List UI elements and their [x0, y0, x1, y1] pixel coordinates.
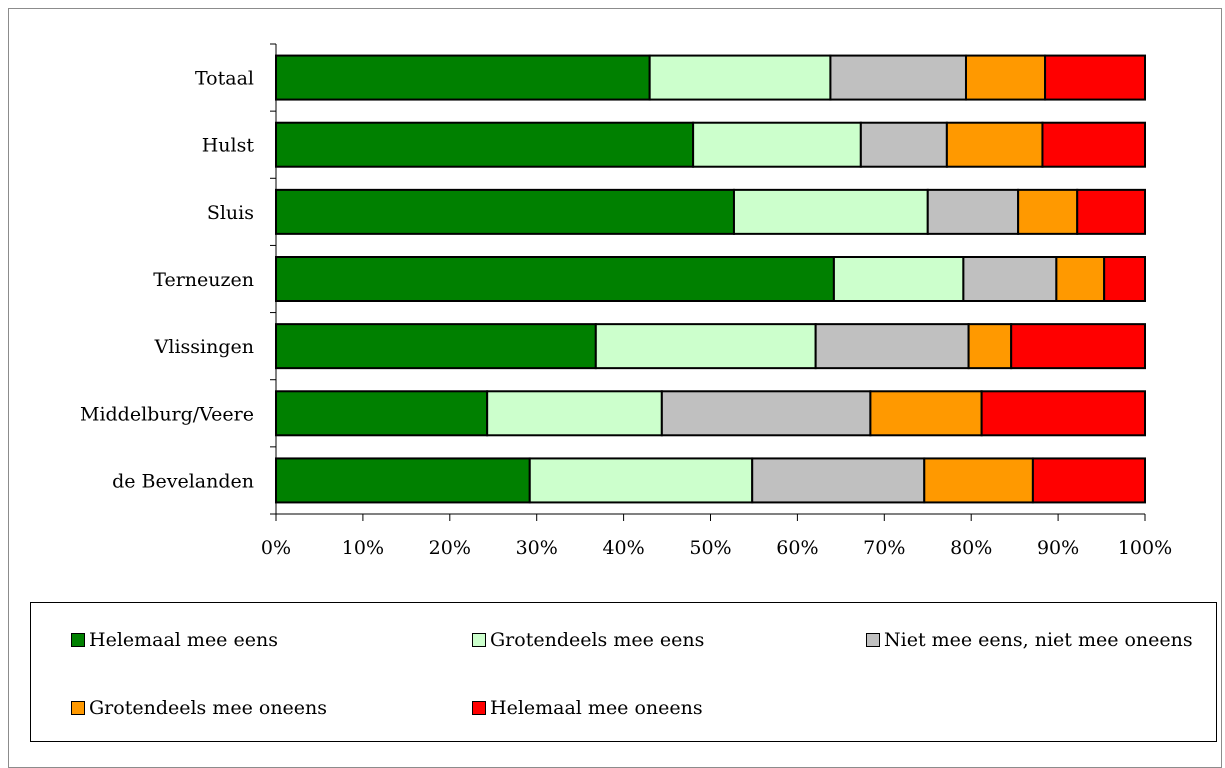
bar-segment [648, 54, 832, 101]
legend-swatch [866, 633, 880, 647]
x-tick-label: 90% [1037, 537, 1079, 559]
bar-segment [275, 54, 651, 101]
bar-segment [832, 256, 965, 302]
bar-segment [660, 390, 872, 437]
legend-label: Grotendeels mee oneens [89, 697, 328, 719]
bar-segment [594, 323, 817, 370]
bar-segment [869, 390, 983, 437]
bar-segment [967, 323, 1013, 370]
bar-segment [1103, 256, 1146, 302]
bar-segment [275, 256, 835, 302]
bar-segment [1010, 323, 1147, 370]
bar-segment [1055, 256, 1106, 302]
legend-item-helemaal-mee-eens: Helemaal mee eens [71, 629, 278, 651]
x-tick-label: 60% [776, 537, 818, 559]
legend-label: Helemaal mee eens [89, 629, 278, 651]
legend-swatch [71, 633, 85, 647]
bar-segment [1044, 54, 1146, 101]
category-label: Totaal [195, 68, 254, 90]
bar-segment [945, 121, 1044, 168]
bar-segment [1076, 188, 1147, 235]
legend-item-niet-mee-eens-niet-mee-oneens: Niet mee eens, niet mee oneens [866, 629, 1193, 651]
x-tick-label: 50% [689, 537, 731, 559]
legend-item-grotendeels-mee-oneens: Grotendeels mee oneens [71, 697, 327, 719]
bars-layer [275, 54, 1147, 504]
bar-segment [1017, 188, 1079, 235]
bar-segment [732, 188, 929, 235]
bar-segment [962, 256, 1058, 302]
category-label: Sluis [207, 202, 254, 224]
bar-segment [1031, 457, 1147, 504]
bar-segment [926, 188, 1020, 235]
bar-segment [1041, 121, 1147, 168]
x-tick-label: 30% [516, 537, 558, 559]
x-tick-label: 70% [863, 537, 905, 559]
bar-segment [486, 390, 663, 437]
bar-segment [275, 390, 489, 437]
category-label: Vlissingen [154, 336, 254, 358]
legend: Helemaal mee eens Grotendeels mee eens N… [30, 602, 1217, 742]
x-tick-label: 100% [1118, 537, 1172, 559]
bar-segment [980, 390, 1146, 437]
bar-segment [829, 54, 967, 101]
bar-segment [964, 54, 1047, 101]
x-tick-label: 10% [342, 537, 384, 559]
bar-segment [275, 121, 695, 168]
bar-segment [275, 323, 597, 370]
x-tick-label: 20% [429, 537, 471, 559]
x-tick-label: 40% [602, 537, 644, 559]
category-label: Hulst [202, 135, 255, 157]
bar-segment [275, 457, 531, 504]
bar-segment [814, 323, 970, 370]
legend-swatch [71, 701, 85, 715]
legend-item-grotendeels-mee-eens: Grotendeels mee eens [472, 629, 704, 651]
axes-layer: Totaal Hulst Sluis Terneuzen Vlissingen Midde… [80, 43, 1172, 559]
legend-label: Niet mee eens, niet mee oneens [884, 629, 1193, 651]
x-tick-label: 0% [261, 537, 291, 559]
legend-label: Helemaal mee oneens [490, 697, 703, 719]
bar-segment [859, 121, 948, 168]
bar-segment [751, 457, 926, 504]
x-tick-label: 80% [950, 537, 992, 559]
bar-segment [923, 457, 1034, 504]
category-label: Middelburg/Veere [80, 403, 254, 425]
legend-label: Grotendeels mee eens [490, 629, 705, 651]
legend-swatch [472, 701, 486, 715]
bar-segment [528, 457, 754, 504]
legend-swatch [472, 633, 486, 647]
legend-item-helemaal-mee-oneens: Helemaal mee oneens [472, 697, 703, 719]
category-label: Terneuzen [153, 269, 254, 291]
bar-segment [692, 121, 862, 168]
bar-segment [275, 188, 735, 235]
stacked-bar-chart: Totaal Hulst Sluis Terneuzen Vlissingen Midde… [80, 43, 1172, 559]
category-label: de Bevelanden [112, 470, 254, 492]
